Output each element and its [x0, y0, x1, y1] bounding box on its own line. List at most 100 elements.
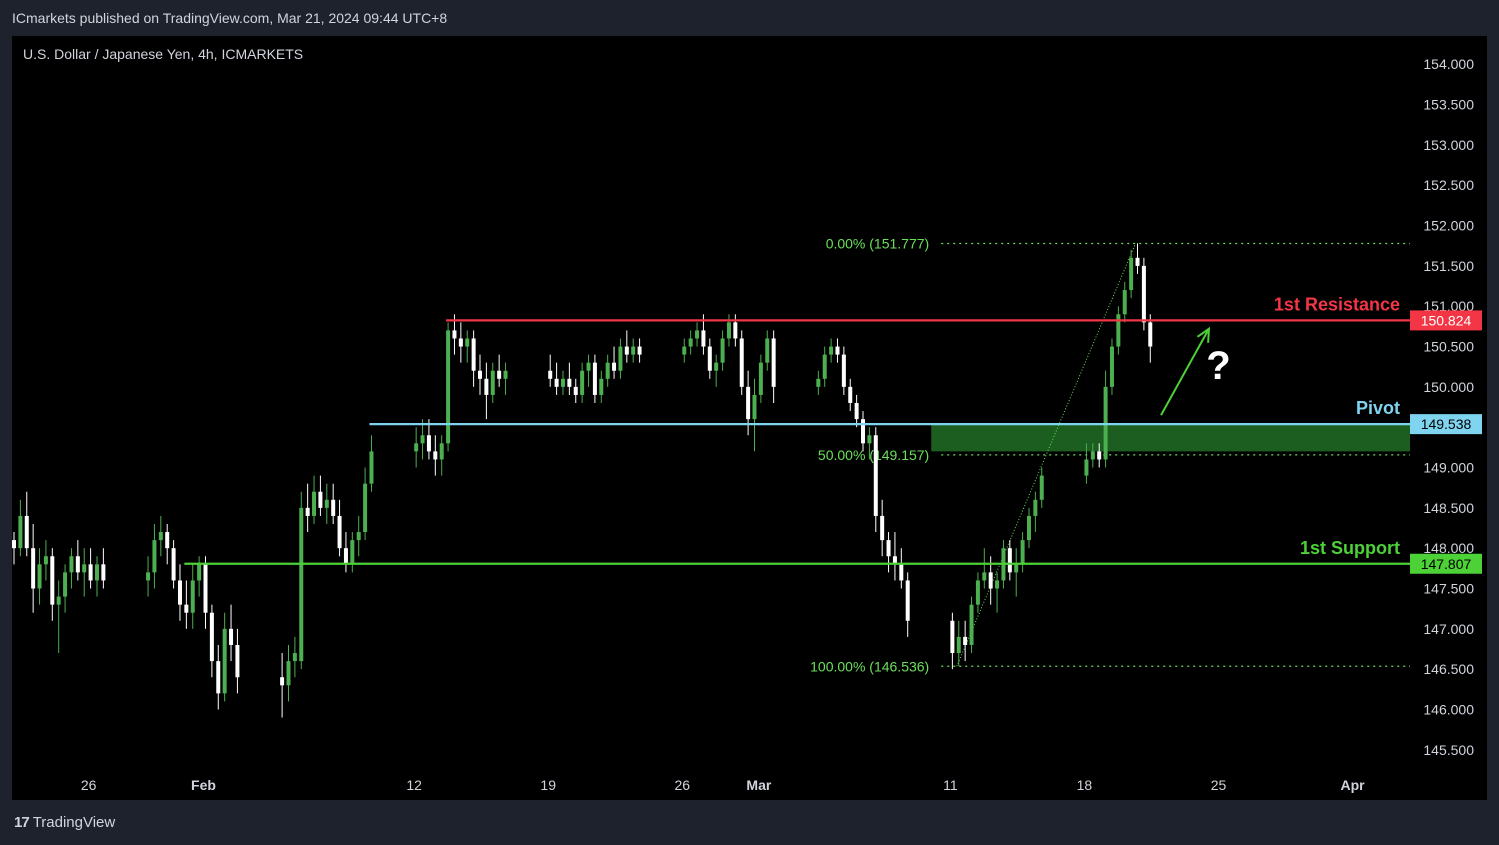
- fib-level-label: 0.00% (151.777): [826, 236, 930, 252]
- candle-body: [892, 556, 897, 565]
- y-tick-label: 153.500: [1423, 97, 1474, 113]
- candle-body: [37, 564, 42, 589]
- y-tick-label: 148.000: [1423, 540, 1474, 556]
- candle-body: [497, 370, 502, 379]
- candle-body: [1097, 451, 1102, 460]
- candle-body: [631, 346, 636, 355]
- y-tick-label: 149.000: [1423, 460, 1474, 476]
- candle-body: [695, 330, 700, 339]
- level-name: 1st Resistance: [1274, 294, 1400, 314]
- question-mark: ?: [1206, 344, 1230, 388]
- y-tick-label: 148.500: [1423, 500, 1474, 516]
- candle-body: [82, 564, 87, 573]
- candle-body: [343, 548, 348, 565]
- candle-body: [822, 354, 827, 379]
- candle-body: [554, 378, 559, 387]
- candle-body: [94, 564, 99, 581]
- footer: 17 TradingView: [0, 800, 1499, 845]
- y-tick-label: 147.500: [1423, 581, 1474, 597]
- candle-body: [618, 346, 623, 371]
- price-tag: [1410, 414, 1482, 435]
- candle-body: [956, 636, 961, 654]
- fib-level-label: 50.00% (149.157): [818, 447, 929, 463]
- candle-body: [982, 572, 987, 581]
- candle-body: [350, 540, 355, 565]
- chart-panel[interactable]: U.S. Dollar / Japanese Yen, 4h, ICMARKET…: [12, 36, 1487, 800]
- candle-body: [969, 604, 974, 645]
- x-tick-label: Apr: [1340, 777, 1365, 793]
- candle-body: [235, 644, 240, 678]
- candle-body: [184, 604, 189, 613]
- candle-body: [714, 362, 719, 371]
- price-tag: [1410, 310, 1482, 331]
- price-tag-label: 149.538: [1421, 416, 1472, 432]
- candle-body: [446, 330, 451, 444]
- y-tick-label: 147.000: [1423, 621, 1474, 637]
- y-tick-label: 151.500: [1423, 258, 1474, 274]
- y-tick-label: 152.500: [1423, 177, 1474, 193]
- candle-body: [1129, 257, 1134, 291]
- candle-body: [573, 386, 578, 395]
- candle-body: [1084, 459, 1089, 476]
- candle-body: [739, 338, 744, 387]
- candle-body: [688, 338, 693, 347]
- fib-level-label: 100.00% (146.536): [810, 658, 929, 674]
- level-name: 1st Support: [1300, 538, 1400, 558]
- x-tick-label: Feb: [191, 777, 216, 793]
- y-tick-label: 145.500: [1423, 742, 1474, 758]
- y-tick-label: 153.000: [1423, 137, 1474, 153]
- candle-body: [63, 572, 68, 597]
- candle-body: [465, 338, 470, 347]
- candle-body: [950, 620, 955, 654]
- candle-body: [899, 564, 904, 581]
- x-tick-label: 12: [406, 777, 422, 793]
- candle-body: [433, 451, 438, 460]
- candle-body: [637, 346, 642, 355]
- candle-body: [880, 515, 885, 541]
- x-tick-label: 25: [1211, 777, 1227, 793]
- candle-body: [292, 653, 297, 662]
- candle-body: [1014, 564, 1019, 573]
- candle-body: [816, 378, 821, 387]
- y-tick-label: 151.000: [1423, 298, 1474, 314]
- candle-body: [490, 370, 495, 395]
- candle-body: [1033, 499, 1038, 516]
- candle-body: [324, 499, 329, 508]
- candle-body: [337, 515, 342, 549]
- y-tick-label: 146.000: [1423, 702, 1474, 718]
- candle-body: [746, 386, 751, 420]
- candle-body: [216, 661, 221, 694]
- candle-body: [1135, 257, 1140, 266]
- candle-body: [165, 532, 170, 549]
- candle-body: [56, 596, 61, 605]
- candle-body: [580, 370, 585, 395]
- candle-body: [299, 507, 304, 662]
- published-header: ICmarkets published on TradingView.com, …: [0, 0, 1499, 36]
- candlestick-chart[interactable]: U.S. Dollar / Japanese Yen, 4h, ICMARKET…: [12, 36, 1487, 800]
- candle-body: [1148, 322, 1153, 347]
- up-arrow-head: [1196, 326, 1211, 343]
- candle-body: [567, 378, 572, 387]
- candle-body: [286, 661, 291, 686]
- candle-body: [873, 435, 878, 516]
- x-tick-label: 26: [81, 777, 97, 793]
- candle-body: [758, 362, 763, 395]
- candle-body: [50, 556, 55, 605]
- candle-body: [209, 612, 214, 662]
- candle-body: [1116, 314, 1121, 347]
- publisher-line: ICmarkets published on TradingView.com, …: [12, 10, 448, 26]
- candle-body: [222, 628, 227, 694]
- candle-body: [720, 338, 725, 363]
- candle-body: [963, 636, 968, 645]
- candle-body: [203, 564, 208, 613]
- candle-body: [848, 386, 853, 403]
- x-tick-label: Mar: [746, 777, 771, 793]
- tradingview-logo[interactable]: 17 TradingView: [14, 814, 115, 831]
- candle-body: [612, 362, 617, 371]
- candle-body: [484, 378, 489, 395]
- candle-body: [1007, 548, 1012, 573]
- candle-body: [1109, 346, 1114, 387]
- candle-body: [356, 532, 361, 541]
- tradingview-logo-icon: 17: [14, 814, 30, 831]
- candle-body: [841, 354, 846, 387]
